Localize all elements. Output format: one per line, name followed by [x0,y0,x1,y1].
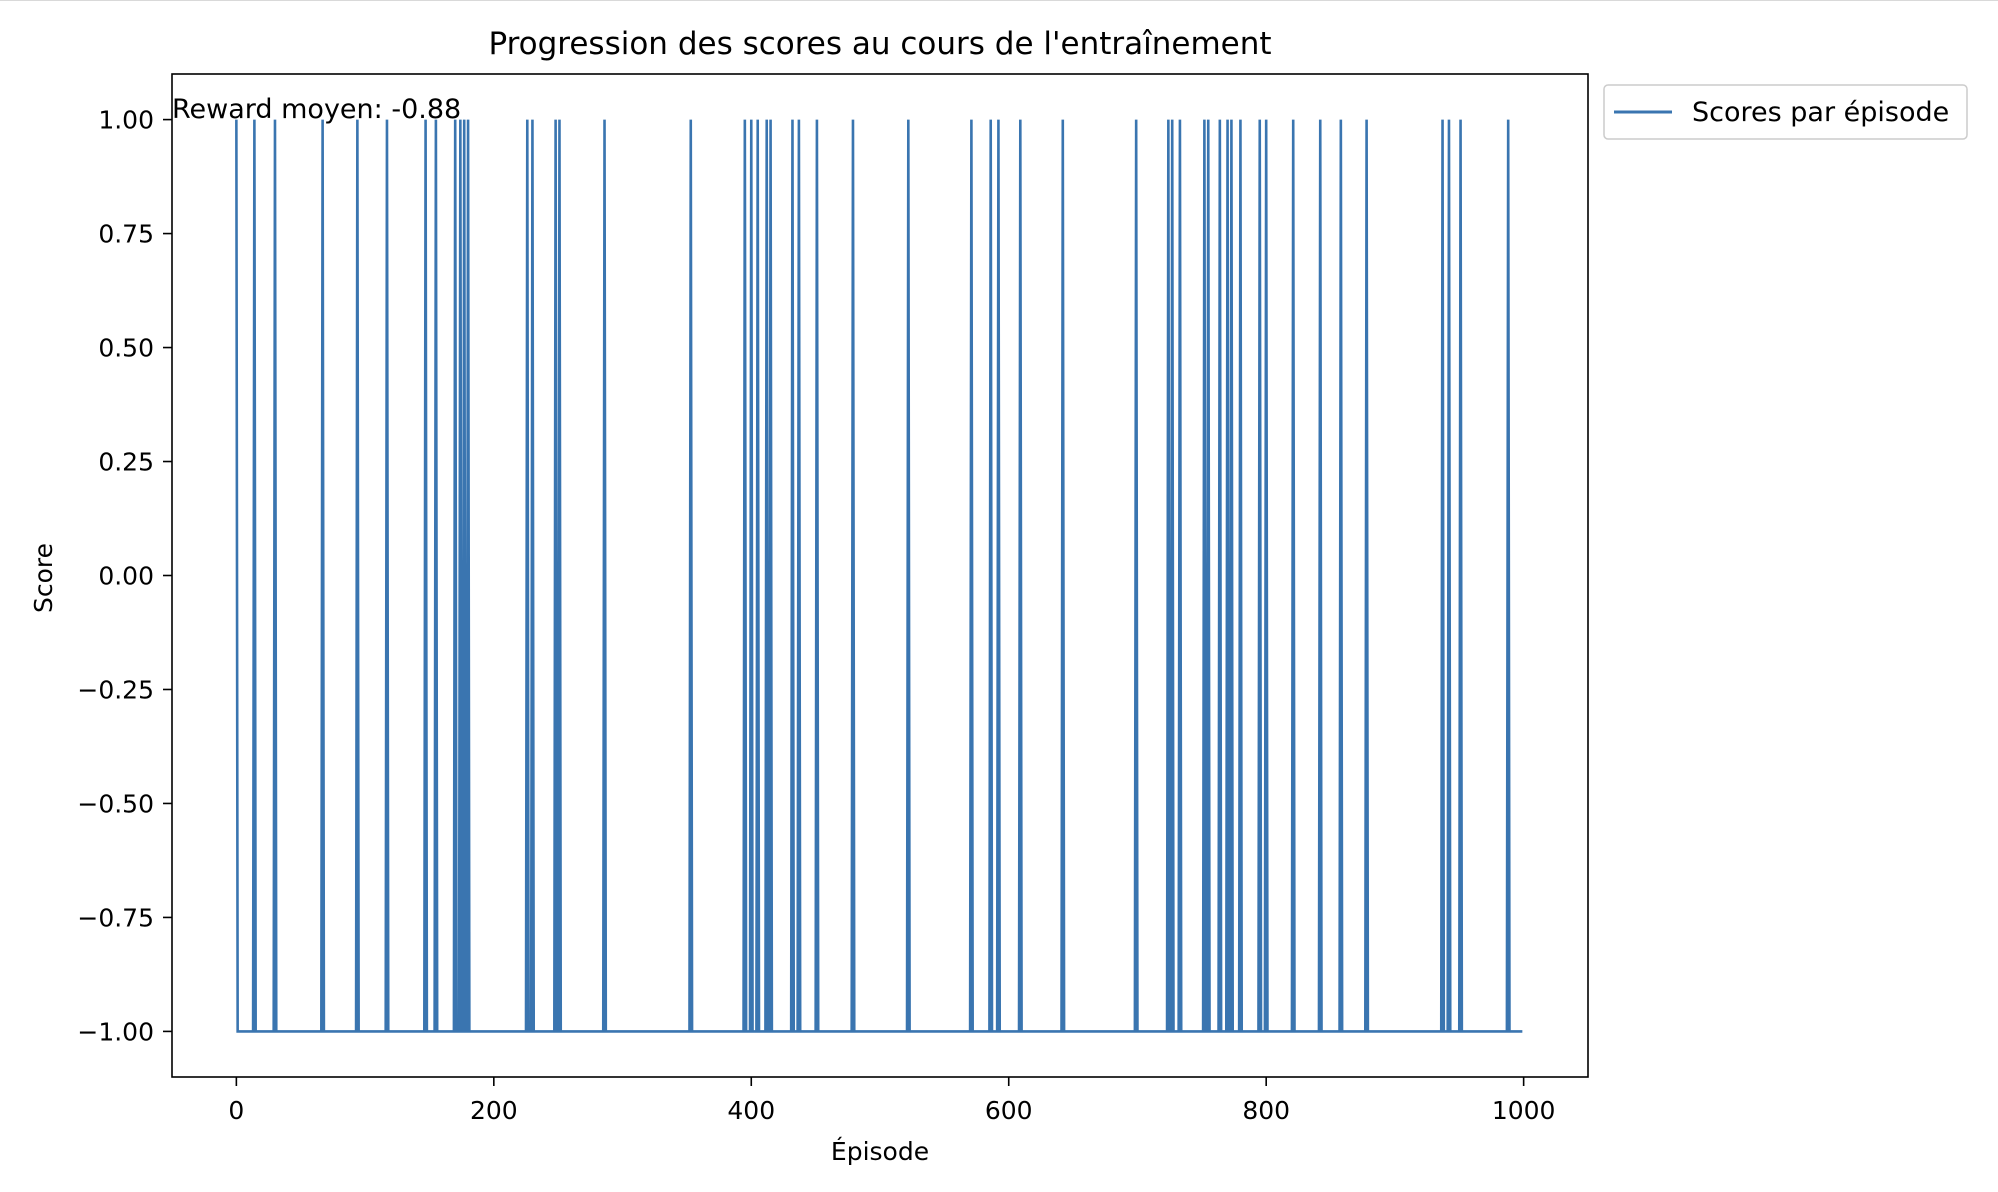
y-tick-label: 0.25 [98,448,154,477]
x-axis: 0 200 400 600 800 1000 [228,1077,1555,1125]
y-tick-label: −0.75 [77,903,154,932]
x-tick-label: 600 [985,1096,1033,1125]
x-tick-label: 400 [727,1096,775,1125]
reward-annotation: Reward moyen: -0.88 [172,94,461,125]
y-tick-label: −0.50 [77,789,154,818]
series-layer [235,119,1523,1033]
y-axis-label: Score [29,543,58,613]
top-border [0,0,1998,1]
x-tick-label: 0 [228,1096,244,1125]
y-axis: 1.00 0.75 0.50 0.25 0.00 −0.25 −0.50 −0.75 −1.00 [77,106,172,1046]
plot-frame [171,73,1589,1078]
chart-title: Progression des scores au cours de l'ent… [488,26,1271,62]
y-tick-label: 0.00 [98,562,154,591]
x-tick-label: 800 [1242,1096,1290,1125]
y-tick-label: 0.75 [98,220,154,249]
y-tick-label: −1.00 [77,1017,154,1046]
y-tick-label: 1.00 [98,106,154,135]
x-axis-label: Épisode [831,1137,929,1166]
legend: Scores par épisode [1603,84,1968,140]
x-tick-label: 1000 [1492,1096,1556,1125]
y-tick-label: −0.25 [77,675,154,704]
series-line-scores [235,119,1523,1033]
legend-label: Scores par épisode [1692,97,1949,128]
x-tick-label: 200 [470,1096,518,1125]
legend-box [1603,84,1968,140]
y-tick-label: 0.50 [98,334,154,363]
